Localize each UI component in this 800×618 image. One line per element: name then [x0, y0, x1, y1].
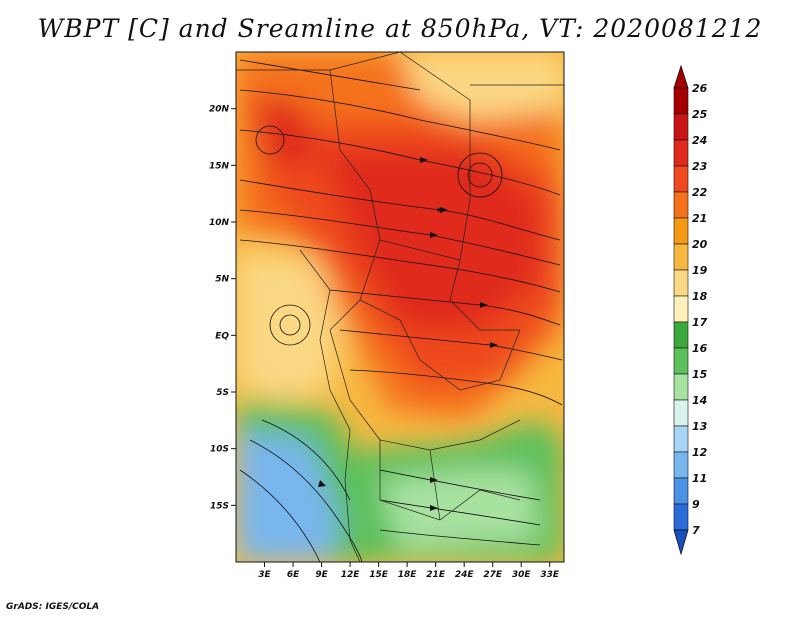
wbpt-region-12: [236, 430, 340, 562]
streamlines: [239, 59, 563, 562]
lat-tick-label: 20N: [209, 105, 230, 115]
colorbar-level-label: 13: [692, 420, 708, 433]
wbpt-region-19b: [236, 250, 340, 400]
colorbar-level-label: 14: [692, 394, 707, 407]
colorbar-bottom-arrow: [673, 529, 689, 556]
map-title: WBPT [C] and Sreamline at 850hPa, VT: 20…: [37, 14, 763, 43]
footer-credit: GrADS: IGES/COLA: [6, 602, 100, 612]
colorbar-level-label: 21: [692, 212, 707, 225]
colorbar-level-label: 16: [692, 342, 708, 355]
colorbar-segment: [673, 451, 689, 479]
colorbar-level-label: 23: [692, 160, 708, 173]
colorbar-segment: [673, 87, 689, 115]
colorbar-segment: [673, 425, 689, 453]
plot-frame: [235, 51, 565, 563]
colorbar-level-label: 11: [692, 472, 707, 485]
colorbar-level-label: 26: [692, 82, 708, 95]
lat-tick-label: EQ: [215, 331, 229, 341]
colorbar-segment: [673, 321, 689, 349]
colorbar-segment: [673, 243, 689, 271]
colorbar-segment: [673, 399, 689, 427]
wbpt-region-24: [320, 150, 540, 330]
wbpt-region-19: [400, 52, 564, 120]
colorbar-segment: [673, 113, 689, 141]
colorbar-segment: [673, 165, 689, 193]
colorbar-segment: [673, 269, 689, 297]
lon-tick-label: 3E: [258, 570, 271, 580]
lon-tick-label: 33E: [540, 570, 560, 580]
colorbar-level-label: 25: [692, 108, 708, 121]
lon-tick-label: 21E: [426, 570, 446, 580]
lon-tick-label: 15E: [369, 570, 389, 580]
lat-tick-label: 5S: [216, 388, 229, 398]
country-boundaries: [236, 52, 564, 562]
lat-tick-label: 10N: [209, 218, 230, 228]
colorbar-level-label: 12: [692, 446, 708, 459]
colorbar-segment: [673, 139, 689, 167]
lat-tick-label: 5N: [215, 275, 229, 285]
lon-tick-label: 6E: [287, 570, 300, 580]
lon-tick-label: 27E: [483, 570, 503, 580]
colorbar-level-label: 9: [692, 498, 700, 511]
colorbar-segment: [673, 503, 689, 531]
streamline-arrows: [318, 157, 498, 511]
lon-tick-label: 18E: [398, 570, 418, 580]
lon-tick-label: 30E: [512, 570, 532, 580]
lon-axis: 3E 6E 9E 12E 15E 18E 21E 24E 27E 30E 33E: [258, 562, 560, 580]
colorbar-top-arrow: [673, 64, 689, 89]
colorbar-segment: [673, 347, 689, 375]
wbpt-region-15: [380, 470, 540, 550]
lat-tick-label: 10S: [210, 445, 229, 455]
colorbar-level-label: 24: [692, 134, 707, 147]
lat-tick-label: 15S: [210, 501, 229, 511]
colorbar-level-label: 19: [692, 264, 708, 277]
lon-tick-label: 24E: [455, 570, 475, 580]
colorbar-level-label: 15: [692, 368, 708, 381]
colorbar-level-label: 20: [692, 238, 708, 251]
lat-axis: 20N 15N 10N 5N EQ 5S 10S 15S: [209, 105, 236, 511]
colorbar-level-label: 22: [692, 186, 708, 199]
colorbar-segment: [673, 191, 689, 219]
colorbar-segment: [673, 217, 689, 245]
lon-tick-label: 9E: [315, 570, 328, 580]
colorbar-level-label: 17: [692, 316, 708, 329]
lat-tick-label: 15N: [209, 161, 230, 171]
colorbar-level-label: 7: [692, 524, 700, 537]
lon-tick-label: 12E: [341, 570, 361, 580]
colorbar-segment: [673, 477, 689, 505]
wbpt-field: [236, 52, 564, 562]
colorbar-level-label: 18: [692, 290, 708, 303]
colorbar-segment: [673, 295, 689, 323]
colorbar-segment: [673, 373, 689, 401]
colorbar: 26 25 24 23 22 21 20 19 18 17 16 15 14 13 12 11 9 7: [673, 64, 708, 556]
